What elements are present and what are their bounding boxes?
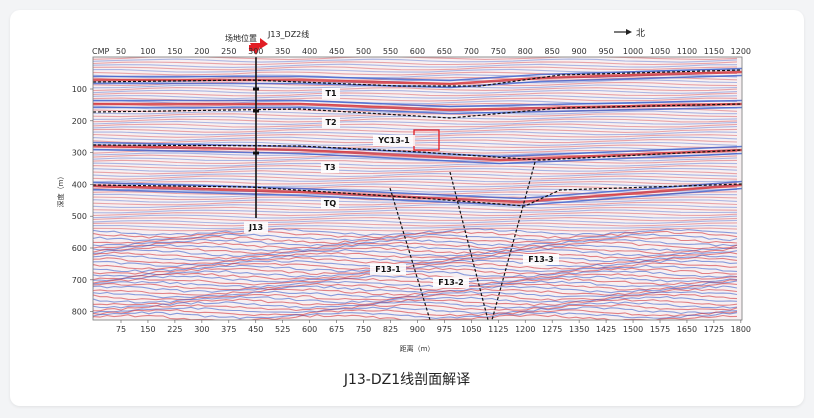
distance-axis: 75 150 225 300 375 450 525 600 675 750 825 900 975 10…	[116, 320, 751, 334]
cmp-tick-label: 450	[329, 47, 344, 56]
north-arrow-icon	[614, 29, 632, 35]
distance-tick-label: 825	[383, 325, 398, 334]
fault-label: F13-3	[528, 255, 553, 264]
depth-tick-label: 400	[72, 180, 87, 189]
cmp-tick-label: 200	[194, 47, 209, 56]
distance-tick-label: 1800	[731, 325, 751, 334]
cmp-tick-label: 950	[598, 47, 613, 56]
fault-label: F13-1	[375, 265, 401, 274]
distance-tick-label: 300	[194, 325, 209, 334]
cmp-tick-label: 1100	[677, 47, 697, 56]
distance-tick-label: 525	[275, 325, 290, 334]
cmp-tick-label: 400	[302, 47, 317, 56]
annotation-labels: T1 T2 T3 TQ F13-1 F13-2 F13-3 YC13-1 J13	[244, 88, 559, 288]
cmp-tick-label: 1200	[731, 47, 751, 56]
figure-caption: J13-DZ1线剖面解译	[343, 372, 471, 388]
cmp-tick-label: 150	[167, 47, 182, 56]
distance-tick-label: 1425	[596, 325, 616, 334]
distance-tick-label: 1350	[569, 325, 589, 334]
depth-tick-label: 300	[72, 149, 87, 158]
cmp-axis: 50 100 150 200 250 300 350 400 450 500 550 600 650 70…	[116, 47, 751, 56]
cmp-tick-label: 700	[464, 47, 479, 56]
cmp-tick-label: 50	[116, 47, 126, 56]
horizon-label: T1	[325, 89, 336, 98]
distance-tick-label: 375	[221, 325, 236, 334]
north-label: 北	[636, 28, 645, 39]
anomaly-label: YC13-1	[377, 136, 410, 145]
cmp-tick-label: 650	[437, 47, 452, 56]
cmp-label: CMP	[92, 47, 109, 56]
horizon-label: TQ	[324, 199, 336, 208]
distance-tick-label: 1500	[623, 325, 643, 334]
distance-tick-label: 1575	[650, 325, 670, 334]
cmp-tick-label: 1150	[704, 47, 724, 56]
horizon-label: T2	[325, 118, 336, 127]
cmp-tick-label: 850	[545, 47, 560, 56]
distance-tick-label: 600	[302, 325, 317, 334]
depth-tick-label: 600	[72, 244, 87, 253]
depth-tick-label: 200	[72, 117, 87, 126]
distance-tick-label: 750	[356, 325, 371, 334]
distance-tick-label: 1275	[542, 325, 562, 334]
depth-tick-label: 800	[72, 308, 87, 317]
cmp-tick-label: 900	[572, 47, 587, 56]
depth-tick-label: 100	[72, 85, 87, 94]
site-marker-icon	[249, 38, 268, 55]
y-axis-label: 深度（m）	[56, 173, 65, 208]
depth-axis: 100 200 300 400 500 600 700 800	[72, 85, 93, 317]
horizon-label: T3	[324, 163, 335, 172]
depth-tick-label: 500	[72, 212, 87, 221]
fault-label: F13-2	[438, 278, 463, 287]
distance-tick-label: 1200	[515, 325, 535, 334]
distance-tick-label: 450	[248, 325, 263, 334]
distance-tick-label: 1650	[677, 325, 697, 334]
line-label: J13_DZ2线	[267, 29, 309, 39]
cmp-tick-label: 300	[248, 47, 263, 56]
cmp-tick-label: 1000	[623, 47, 643, 56]
distance-tick-label: 1050	[461, 325, 481, 334]
distance-tick-label: 75	[116, 325, 126, 334]
interpretation-lines	[93, 57, 742, 320]
x-axis-label: 距离（m）	[400, 344, 435, 353]
cmp-tick-label: 600	[410, 47, 425, 56]
distance-tick-label: 150	[140, 325, 155, 334]
site-label: 场地位置	[225, 33, 257, 43]
cmp-tick-label: 350	[275, 47, 290, 56]
distance-tick-label: 900	[410, 325, 425, 334]
cmp-tick-label: 550	[383, 47, 398, 56]
cmp-tick-label: 1050	[650, 47, 670, 56]
borehole-label: J13	[248, 223, 263, 232]
depth-tick-label: 700	[72, 276, 87, 285]
distance-tick-label: 225	[167, 325, 182, 334]
distance-tick-label: 675	[329, 325, 344, 334]
cmp-tick-label: 250	[221, 47, 236, 56]
cmp-tick-label: 100	[140, 47, 155, 56]
cmp-tick-label: 500	[356, 47, 371, 56]
cmp-tick-label: 750	[491, 47, 506, 56]
distance-tick-label: 1125	[488, 325, 508, 334]
cmp-tick-label: 800	[518, 47, 533, 56]
distance-tick-label: 975	[437, 325, 452, 334]
distance-tick-label: 1725	[704, 325, 724, 334]
